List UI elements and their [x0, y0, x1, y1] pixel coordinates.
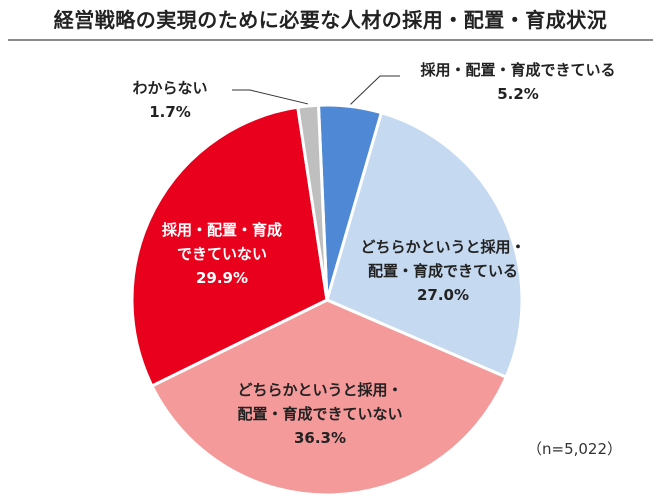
slice-label-1-line-0: どちらかというと採用・ — [360, 238, 526, 256]
slice-label-2: どちらかというと採用・ 配置・育成できていない 36.3% — [200, 378, 440, 450]
slice-label-3: 採用・配置・育成 できていない 29.9% — [132, 218, 312, 290]
slice-label-3-pct: 29.9% — [195, 269, 249, 287]
slice-label-0-pct: 5.2% — [497, 85, 539, 103]
slice-label-4-pct: 1.7% — [149, 103, 191, 121]
pie-slice-1 — [325, 110, 524, 380]
leader-line-0 — [350, 75, 400, 105]
pie-slice-3 — [130, 105, 329, 388]
slice-label-1: どちらかというと採用・ 配置・育成できている 27.0% — [333, 235, 553, 307]
slice-label-1-line-1: 配置・育成できている — [367, 262, 518, 280]
slice-label-0: 採用・配置・育成できている 5.2% — [388, 58, 648, 106]
pie-slice-2 — [149, 298, 509, 497]
slice-label-2-pct: 36.3% — [293, 429, 347, 447]
sample-size-note: （n=5,022） — [527, 440, 623, 458]
chart-title: 経営戦略の実現のために必要な人材の採用・配置・育成状況 — [53, 8, 608, 32]
slice-label-0-line-0: 採用・配置・育成できている — [420, 61, 616, 79]
slice-label-3-line-0: 採用・配置・育成 — [161, 221, 282, 239]
slice-label-4: わからない 1.7% — [110, 76, 230, 124]
slice-label-1-pct: 27.0% — [416, 286, 470, 304]
pie-slice-4 — [296, 103, 329, 301]
slice-label-2-line-0: どちらかというと採用・ — [237, 381, 403, 399]
slice-label-4-line-0: わからない — [132, 79, 208, 97]
slice-label-2-line-1: 配置・育成できていない — [237, 405, 403, 423]
title-underline — [8, 39, 653, 41]
slice-label-3-line-1: できていない — [176, 245, 267, 263]
leader-line-4 — [232, 89, 309, 105]
